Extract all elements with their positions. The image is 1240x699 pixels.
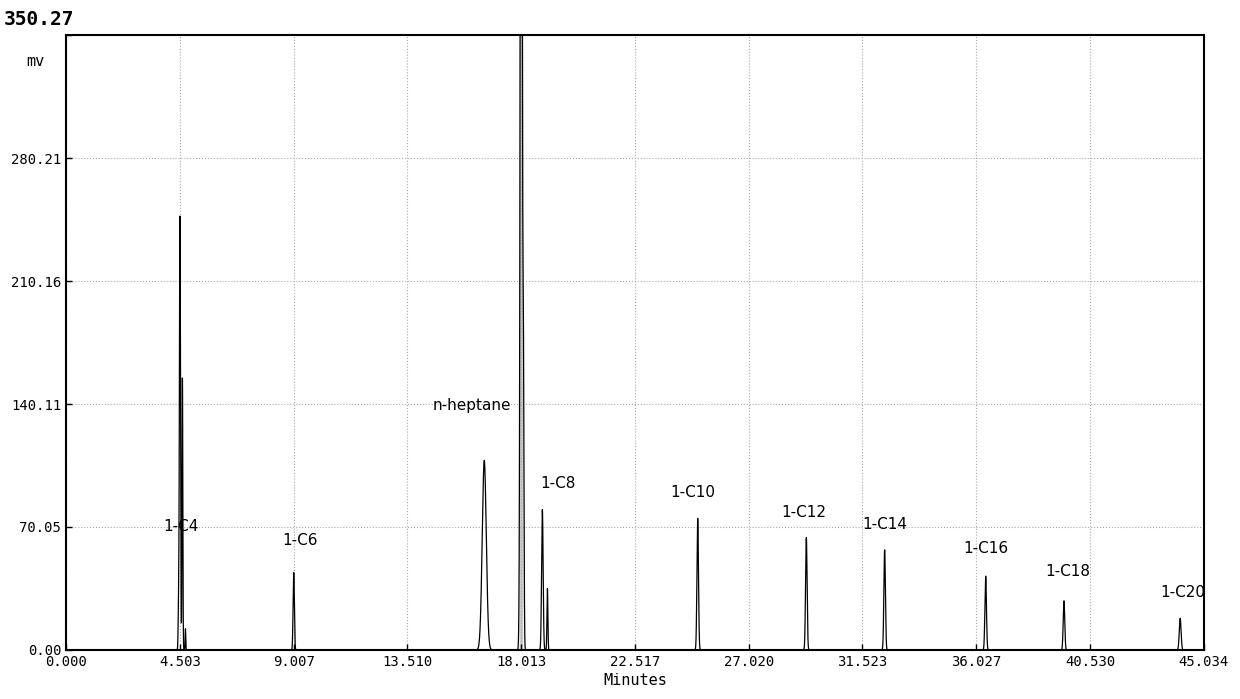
- X-axis label: Minutes: Minutes: [603, 673, 667, 688]
- Text: 1-C10: 1-C10: [670, 485, 715, 500]
- Text: 1-C8: 1-C8: [539, 477, 575, 491]
- Text: 1-C14: 1-C14: [862, 517, 906, 532]
- Text: 1-C20: 1-C20: [1159, 585, 1205, 600]
- Text: 1-C18: 1-C18: [1045, 564, 1090, 579]
- Text: 1-C16: 1-C16: [963, 542, 1008, 556]
- Text: 1-C6: 1-C6: [283, 533, 317, 547]
- Bar: [521, 29, 522, 650]
- Text: mv: mv: [26, 54, 45, 69]
- Text: 1-C4: 1-C4: [164, 519, 198, 533]
- Text: 350.27: 350.27: [4, 10, 74, 29]
- Text: n-heptane: n-heptane: [433, 398, 511, 412]
- Text: 1-C12: 1-C12: [781, 505, 826, 519]
